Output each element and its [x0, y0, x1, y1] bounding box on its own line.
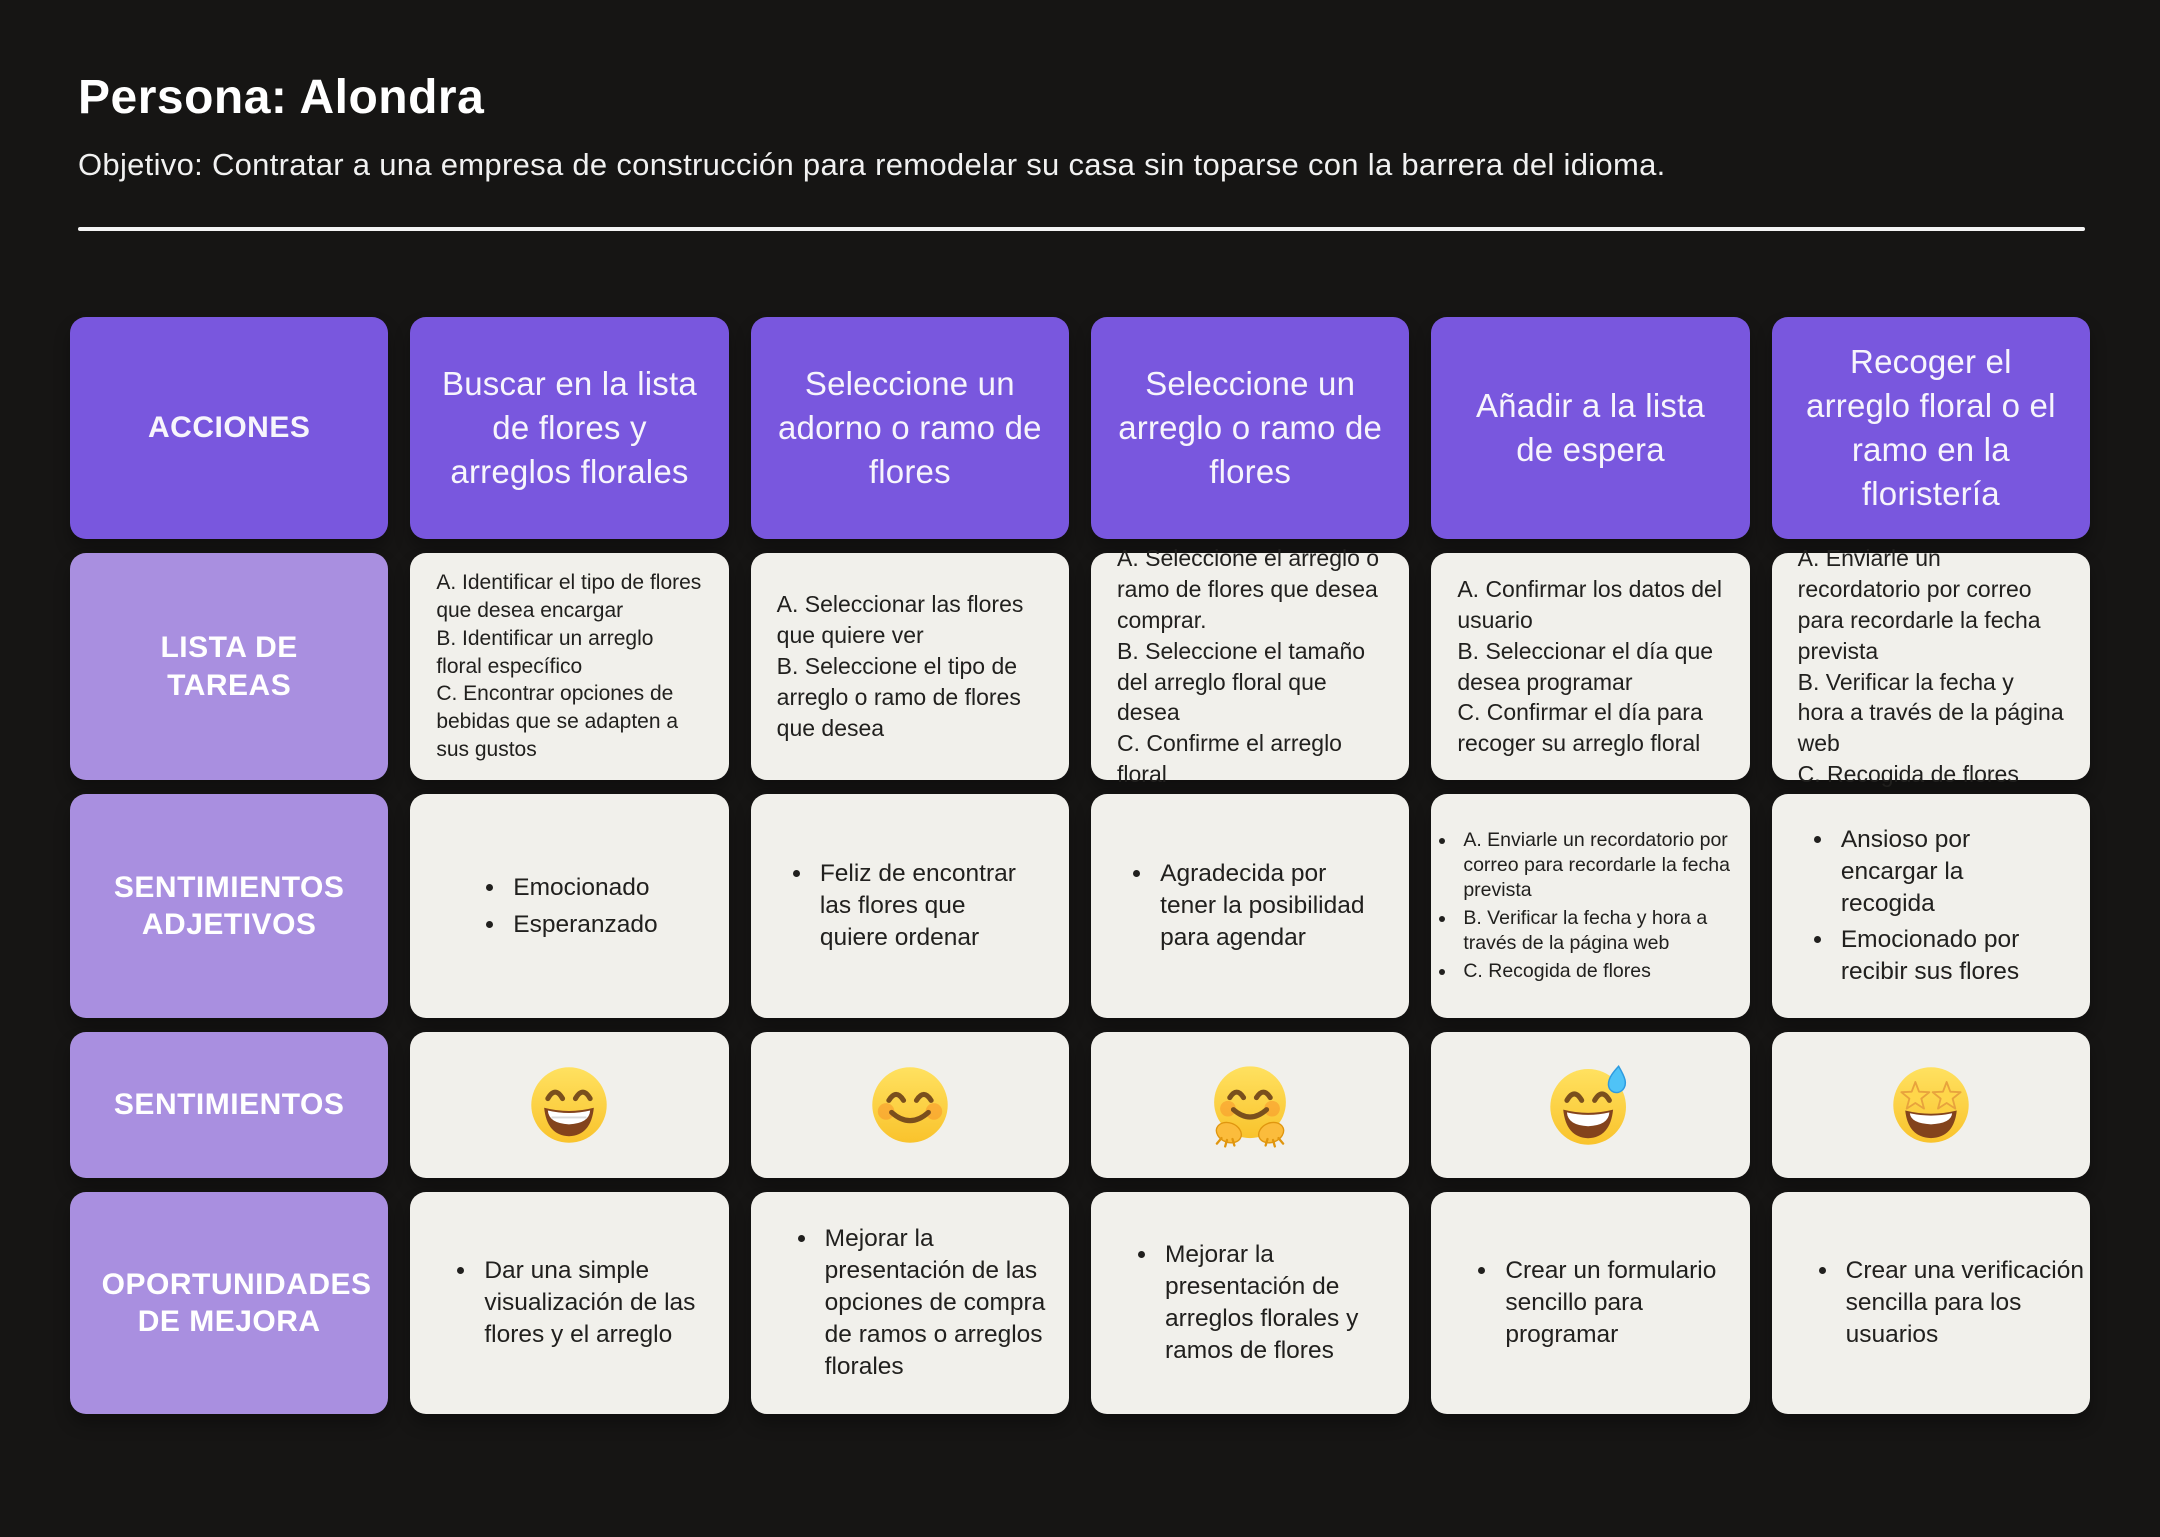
adjectives-card-3: Agradecida por tener la posibilidad para… [1091, 794, 1410, 1018]
row-label-acciones: ACCIONES [70, 317, 389, 539]
action-card-4: Añadir a la lista de espera [1431, 317, 1750, 539]
adjectives-card-4: A. Enviarle un recordatorio por correo p… [1431, 794, 1750, 1018]
feeling-card-5 [1771, 1032, 2090, 1178]
feeling-card-4 [1431, 1032, 1750, 1178]
grinning-face-with-smiling-eyes-emoji-icon [523, 1059, 615, 1151]
row-label-sentimientos-adjetivos: SENTIMIENTOS ADJETIVOS [70, 794, 389, 1018]
action-card-2: Seleccione un adorno o ramo de flores [750, 317, 1069, 539]
adjective-item: Esperanzado [507, 909, 657, 941]
row-label-oportunidades-de-mejora: OPORTUNIDADES DE MEJORA [70, 1192, 389, 1414]
improvement-item: Mejorar la presentación de las opciones … [819, 1223, 1069, 1382]
action-card-1: Buscar en la lista de flores y arreglos … [410, 317, 729, 539]
tasks-card-3: A. Seleccione el arreglo o ramo de flore… [1091, 545, 1410, 787]
improvement-card-5: Crear una verificación sencilla para los… [1771, 1192, 2090, 1414]
adjectives-card-2: Feliz de encontrar las flores que quiere… [750, 794, 1069, 1018]
row-label-text: SENTIMIENTOS [113, 1088, 345, 1122]
tasks-card-4: A. Confirmar los datos del usuario B. Se… [1431, 553, 1750, 780]
journey-grid: ACCIONES Buscar en la lista de flores y … [0, 317, 2160, 1414]
tasks-card-2: A. Seleccionar las flores que quiere ver… [750, 553, 1069, 780]
adjective-item: Agradecida por tener la posibilidad para… [1154, 858, 1372, 954]
tasks-card-5: A. Enviarle un recordatorio por correo p… [1771, 545, 2090, 787]
row-label-sentimientos: SENTIMIENTOS [70, 1032, 389, 1178]
page-title: Persona: Alondra [78, 71, 485, 124]
feeling-card-2 [750, 1032, 1069, 1178]
improvement-item: Crear un formulario sencillo para progra… [1499, 1255, 1749, 1351]
page-subtitle: Objetivo: Contratar a una empresa de con… [78, 147, 1666, 182]
improvement-item: Crear una verificación sencilla para los… [1840, 1255, 2090, 1351]
smiling-face-with-smiling-eyes-emoji-icon [864, 1059, 956, 1151]
hugging-face-emoji-icon [1204, 1059, 1296, 1151]
row-label-text: SENTIMIENTOS ADJETIVOS [113, 870, 345, 942]
adjective-item: B. Verificar la fecha y hora a través de… [1457, 906, 1749, 956]
row-label-text: ACCIONES [147, 411, 311, 445]
star-struck-emoji-icon [1885, 1059, 1977, 1151]
row-label-lista-de-tareas: LISTA DE TAREAS [70, 553, 389, 780]
improvement-card-3: Mejorar la presentación de arreglos flor… [1091, 1192, 1410, 1414]
action-card-3: Seleccione un arreglo o ramo de flores [1091, 317, 1410, 539]
feeling-card-1 [410, 1032, 729, 1178]
improvement-card-4: Crear un formulario sencillo para progra… [1431, 1192, 1750, 1414]
adjective-item: Emocionado por recibir sus flores [1835, 924, 2053, 988]
adjective-item: Feliz de encontrar las flores que quiere… [814, 858, 1032, 954]
action-card-5: Recoger el arreglo floral o el ramo en l… [1771, 317, 2090, 539]
improvement-item: Mejorar la presentación de arreglos flor… [1159, 1239, 1409, 1366]
adjective-item: Ansioso por encargar la recogida [1835, 824, 2053, 920]
improvement-item: Dar una simple visualización de las flor… [478, 1255, 728, 1351]
adjective-item: Emocionado [507, 872, 657, 904]
row-label-text: LISTA DE TAREAS [160, 631, 298, 702]
improvement-card-2: Mejorar la presentación de las opciones … [750, 1192, 1069, 1414]
feeling-card-3 [1091, 1032, 1410, 1178]
divider [78, 227, 2085, 231]
header: Persona: Alondra Objetivo: Contratar a u… [0, 0, 2160, 231]
adjectives-card-1: Emocionado Esperanzado [410, 794, 729, 1018]
improvement-card-1: Dar una simple visualización de las flor… [410, 1192, 729, 1414]
adjective-item: A. Enviarle un recordatorio por correo p… [1457, 828, 1749, 903]
row-label-text: OPORTUNIDADES DE MEJORA [101, 1267, 372, 1339]
adjectives-card-5: Ansioso por encargar la recogida Emocion… [1771, 794, 2090, 1018]
grinning-face-with-sweat-emoji-icon [1542, 1057, 1638, 1153]
adjective-item: C. Recogida de flores [1457, 959, 1749, 984]
tasks-card-1: A. Identificar el tipo de flores que des… [410, 553, 729, 780]
